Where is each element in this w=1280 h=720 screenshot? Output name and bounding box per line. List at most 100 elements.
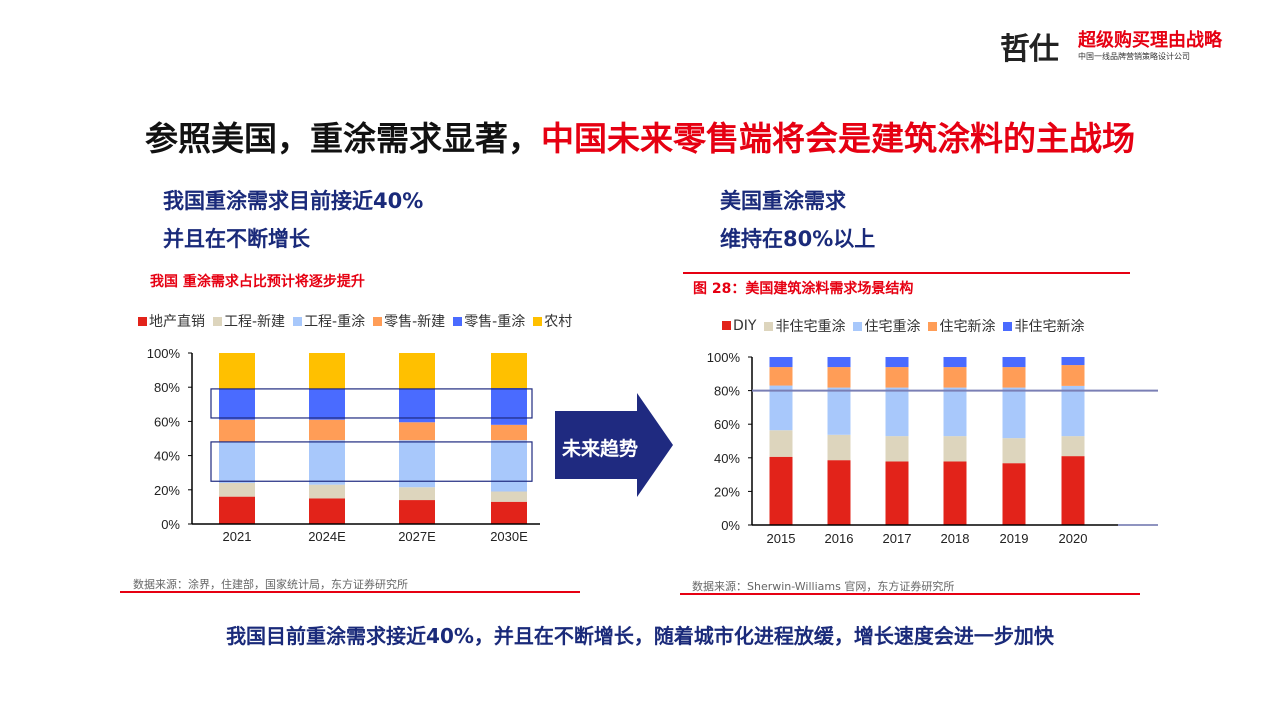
left-line1: 我国重涂需求目前接近40% (163, 189, 424, 213)
right-line2: 维持在80%以上 (720, 227, 876, 251)
bar-segment (769, 430, 793, 457)
left-chart-title-prefix: 我国 (150, 274, 178, 290)
bar-segment (491, 424, 527, 441)
bar-segment (769, 456, 793, 525)
bar-segment (943, 357, 967, 368)
bar-segment (1002, 438, 1026, 464)
bar-segment (885, 461, 909, 525)
bar-segment (219, 419, 255, 442)
y-tick-label: 60% (714, 417, 740, 432)
legend-swatch (453, 317, 463, 326)
left-source: 数据来源：涂界，住建部，国家统计局，东方证券研究所 (133, 578, 408, 591)
bar-segment (309, 419, 345, 441)
bar-segment (943, 387, 967, 437)
logo-tagline: 中国一线品牌营销策略设计公司 (1078, 52, 1190, 61)
bar-segment (309, 440, 345, 485)
legend-label: 非住宅新涂 (1014, 319, 1085, 335)
y-tick-label: 40% (714, 451, 740, 466)
legend-item: DIY (722, 318, 756, 334)
bar-segment (1002, 463, 1026, 525)
bar-segment (885, 387, 909, 437)
bar-segment (219, 496, 255, 524)
right-subtitle: 美国重涂需求维持在80%以上 (720, 182, 875, 258)
bar-segment (219, 441, 255, 483)
bar-segment (827, 434, 851, 461)
legend-swatch (533, 317, 543, 326)
x-tick-label: 2021 (223, 529, 252, 544)
legend-label: 零售-新建 (384, 314, 446, 330)
legend-label: 工程-重涂 (304, 314, 366, 330)
logo-brand: 哲仕 (1000, 32, 1059, 67)
legend-swatch (373, 317, 383, 326)
logo-slogan: 超级购买理由战略 (1078, 30, 1222, 51)
legend-swatch (722, 321, 731, 330)
left-line2: 并且在不断增长 (163, 227, 310, 251)
legend-label: 住宅新涂 (939, 319, 996, 335)
bar-segment (491, 440, 527, 492)
bar-segment (943, 436, 967, 462)
bar-segment (827, 367, 851, 388)
legend-item: 工程-重涂 (293, 311, 365, 331)
bar-segment (491, 353, 527, 389)
y-tick-label: 80% (154, 380, 180, 395)
legend-item: 非住宅重涂 (764, 316, 845, 336)
right-legend: DIY 非住宅重涂 住宅重涂 住宅新涂 非住宅新涂 (722, 316, 1084, 336)
legend-item: 零售-新建 (373, 311, 445, 331)
bar-segment (885, 357, 909, 368)
arrow-label: 未来趋势 (562, 438, 639, 460)
bar-segment (769, 385, 793, 431)
y-tick-label: 40% (154, 449, 180, 464)
x-tick-label: 2024E (308, 529, 346, 544)
bar-segment (1061, 365, 1085, 386)
divider (680, 593, 1140, 595)
x-tick-label: 2018 (941, 531, 970, 546)
legend-swatch (853, 322, 863, 331)
y-tick-label: 100% (147, 346, 181, 361)
bar-segment (1061, 436, 1085, 457)
bar-segment (1061, 456, 1085, 525)
bottom-summary: 我国目前重涂需求接近40%，并且在不断增长，随着城市化进程放缓，增长速度会进一步… (226, 624, 1054, 648)
bar-segment (1002, 357, 1026, 368)
page-title: 参照美国，重涂需求显著，中国未来零售端将会是建筑涂料的主战场 (0, 112, 1280, 160)
left-chart-title-text: 重涂需求占比预计将逐步提升 (182, 274, 365, 290)
bar-segment (1061, 385, 1085, 437)
legend-label: 地产直销 (149, 314, 205, 330)
bar-segment (769, 367, 793, 386)
y-tick-label: 20% (714, 484, 740, 499)
bar-segment (219, 388, 255, 420)
left-chart-title: 我国 重涂需求占比预计将逐步提升 (150, 271, 365, 291)
legend-label: 非住宅重涂 (775, 319, 846, 335)
bar-segment (399, 487, 435, 501)
bar-segment (491, 388, 527, 425)
bar-segment (1002, 367, 1026, 388)
x-tick-label: 2017 (883, 531, 912, 546)
title-black: 参照美国，重涂需求显著， (145, 119, 541, 158)
legend-swatch (293, 317, 303, 326)
legend-item: 地产直销 (138, 311, 205, 331)
right-line1: 美国重涂需求 (720, 189, 846, 213)
x-tick-label: 2030E (490, 529, 528, 544)
bar-segment (491, 501, 527, 524)
legend-label: 零售-重涂 (464, 314, 526, 330)
legend-label: 工程-新建 (224, 314, 286, 330)
bar-segment (885, 436, 909, 462)
left-legend: 地产直销 工程-新建 工程-重涂 零售-新建 零售-重涂 农村 (138, 311, 572, 331)
legend-item: 农村 (533, 311, 572, 331)
legend-item: 非住宅新涂 (1003, 316, 1084, 336)
title-red: 中国未来零售端将会是建筑涂料的主战场 (541, 119, 1135, 158)
divider (683, 272, 1130, 274)
bar-segment (827, 387, 851, 435)
bar-segment (309, 353, 345, 389)
bar-segment (309, 484, 345, 499)
y-tick-label: 80% (714, 384, 740, 399)
legend-item: 住宅重涂 (853, 316, 920, 336)
bar-segment (399, 440, 435, 488)
bar-segment (309, 498, 345, 524)
legend-item: 住宅新涂 (928, 316, 995, 336)
highlight-box (210, 388, 533, 419)
legend-item: 零售-重涂 (453, 311, 525, 331)
legend-label: DIY (733, 318, 757, 334)
bar-segment (219, 482, 255, 497)
legend-swatch (764, 322, 774, 331)
legend-label: 住宅重涂 (864, 319, 921, 335)
